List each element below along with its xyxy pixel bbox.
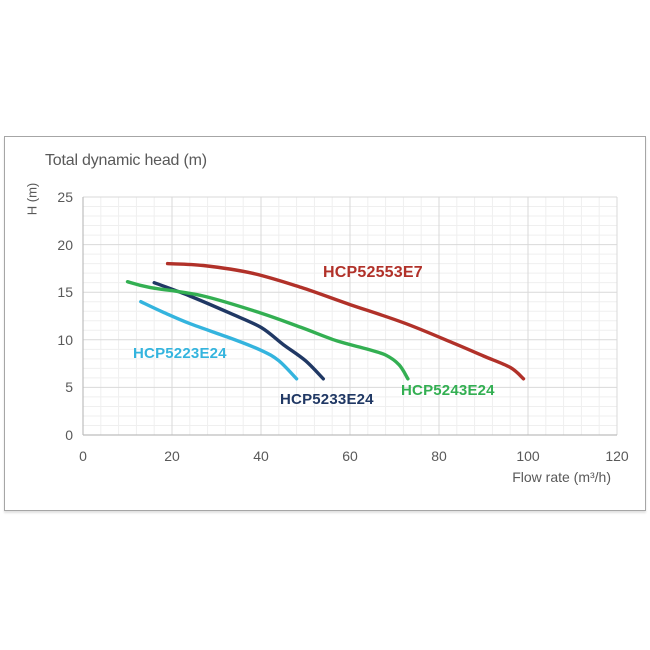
plot-area [82,196,618,436]
series-label-hcp5223e24: HCP5223E24 [133,345,227,362]
x-tick-label: 100 [516,448,540,464]
y-tick-label: 25 [57,189,73,205]
series-label-hcp5233e24: HCP5233E24 [280,391,374,408]
y-tick-label: 15 [57,284,73,301]
chart-title: Total dynamic head (m) [45,152,207,169]
x-tick-label: 60 [342,448,358,464]
y-tick-label: 5 [65,379,73,396]
x-tick-label: 80 [431,448,447,464]
series-label-hcp52553e7: HCP52553E7 [323,264,423,281]
y-tick-label: 20 [57,236,73,253]
chart-card: Total dynamic head (m) H (m) 0 5 10 15 20 25 … [4,136,646,511]
curve-hcp5233e24 [152,281,325,381]
curve-hcp5223e24 [139,300,299,381]
series-label-hcp5243e24: HCP5243E24 [401,382,495,399]
x-tick-label: 0 [79,448,87,464]
y-tick-label: 10 [57,331,73,348]
x-tick-label: 20 [164,448,180,464]
curve-hcp5243e24 [125,280,410,381]
x-tick-label: 40 [253,448,269,464]
curve-hcp52553e7 [165,261,526,381]
x-tick-label: 120 [605,448,629,464]
x-axis-title: Flow rate (m³/h) [512,469,611,485]
y-tick-label: 0 [65,427,73,443]
